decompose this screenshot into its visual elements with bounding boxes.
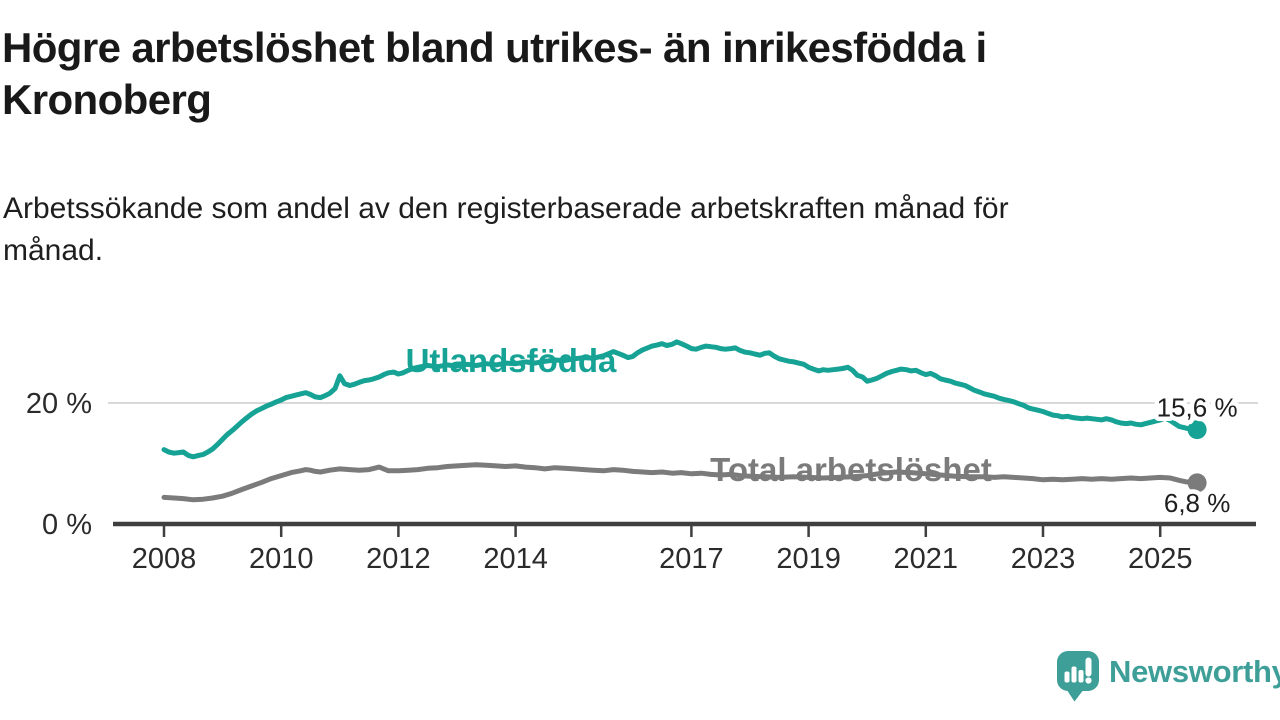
newsworthy-logo-text: Newsworthy [1109, 654, 1280, 689]
series-line-utlandsfodda [161, 339, 1200, 460]
series-end-dot-total-arbetsloshet [1187, 473, 1207, 493]
x-tick-label-2025: 2025 [1128, 543, 1193, 575]
exclamation-bar [1085, 657, 1092, 677]
speech-bubble-shape [1057, 651, 1099, 702]
series-label-total-arbetsloshet: Total arbetslöshet [710, 451, 992, 488]
x-tick-label-2017: 2017 [659, 543, 724, 575]
y-tick-label-20: 20 % [26, 388, 92, 420]
end-value-label-total-arbetsloshet: 6,8 % [1164, 488, 1231, 518]
end-value-label-utlandsfodda: 15,6 % [1157, 393, 1238, 423]
x-tick-label-2019: 2019 [776, 543, 841, 575]
x-tick-label-2008: 2008 [132, 543, 197, 575]
x-tick-label-2021: 2021 [894, 543, 959, 575]
exclamation-dot [1085, 677, 1092, 684]
x-tick-label-2012: 2012 [366, 543, 431, 575]
y-tick-label-0: 0 % [42, 509, 92, 541]
series-label-utlandsfodda: Utlandsfödda [406, 342, 617, 379]
x-tick-label-2010: 2010 [249, 543, 314, 575]
bar-chart-bar-mid [1078, 670, 1084, 683]
bar-chart-bar-small [1064, 671, 1070, 683]
series-line-total-arbetsloshet [161, 462, 1200, 503]
page-title: Högre arbetslöshet bland utrikes- än inr… [2, 24, 987, 123]
x-tick-label-2023: 2023 [1011, 543, 1076, 575]
series-end-dot-utlandsfodda [1187, 420, 1207, 440]
chart-subtitle: Arbetssökande som andel av den registerb… [3, 192, 1009, 267]
x-tick-label-2014: 2014 [483, 543, 548, 575]
bar-chart-bar-tall [1071, 666, 1077, 683]
newsworthy-logo-icon [1057, 651, 1099, 702]
newsworthy-branding: Newsworthy [1056, 648, 1280, 704]
